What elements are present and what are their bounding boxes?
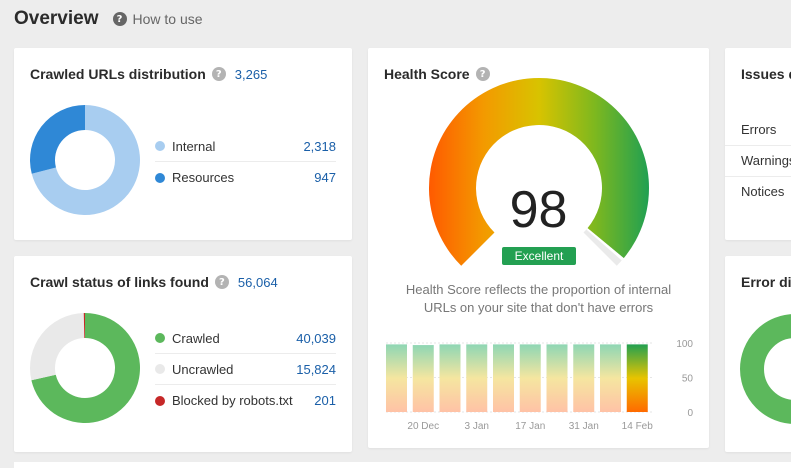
help-icon[interactable]: ? <box>475 67 490 81</box>
issue-row-errors[interactable]: Errors <box>741 122 777 137</box>
legend-label: Internal <box>172 138 216 154</box>
legend-value[interactable]: 201 <box>314 393 336 408</box>
gauge-marker <box>586 228 624 261</box>
x-tick-label: 14 Feb <box>622 421 654 432</box>
legend-value[interactable]: 15,824 <box>296 361 336 377</box>
page-title: Overview <box>14 8 99 29</box>
legend-label: Crawled <box>172 330 220 346</box>
issue-row-warnings[interactable]: Warnings <box>741 153 791 168</box>
help-icon[interactable]: ? <box>214 275 229 289</box>
donut-slice-uncrawled[interactable] <box>30 313 85 381</box>
question-icon: ? <box>112 12 127 26</box>
donut-slice-internal[interactable] <box>31 105 141 215</box>
history-bar[interactable] <box>546 344 568 412</box>
history-bar[interactable] <box>626 344 648 412</box>
card-title: Crawled URLs distribution <box>30 66 206 82</box>
crawled-urls-total[interactable]: 3,265 <box>234 66 268 82</box>
y-tick-label: 50 <box>682 374 694 385</box>
error-distribution-card: Error di <box>725 256 791 452</box>
card-header: Issues d <box>741 66 791 82</box>
bottom-panel <box>14 462 791 468</box>
crawl-status-card: Crawl status of links found ? 56,064 Cra… <box>14 256 352 452</box>
how-to-use-label: How to use <box>132 11 203 27</box>
card-title: Error di <box>741 274 791 290</box>
legend-value[interactable]: 2,318 <box>303 138 336 154</box>
history-bar[interactable] <box>573 344 595 412</box>
legend-dot <box>155 141 165 151</box>
history-bar[interactable] <box>600 344 621 412</box>
legend-label: Blocked by robots.txt <box>172 393 293 408</box>
donut-slice-resources[interactable] <box>30 105 85 174</box>
y-tick-label: 0 <box>687 408 693 419</box>
caption-line: URLs on your site that don't have errors <box>423 300 654 315</box>
legend-dot <box>155 333 165 343</box>
donut-slice-crawled[interactable] <box>31 313 140 423</box>
crawled-urls-donut <box>30 105 141 215</box>
legend-item-internal[interactable]: Internal 2,318 <box>155 131 336 162</box>
legend-label: Uncrawled <box>172 361 234 377</box>
how-to-use-link[interactable]: ? How to use <box>112 11 203 27</box>
divider <box>725 145 791 146</box>
legend-dot <box>155 395 165 406</box>
crawl-status-legend: Crawled 40,039 Uncrawled 15,824 Blocked … <box>155 323 336 416</box>
crawled-urls-card: Crawled URLs distribution ? 3,265 Intern… <box>14 48 352 240</box>
caption-line: Health Score reflects the proportion of … <box>405 282 672 297</box>
divider <box>725 176 791 177</box>
donut-slice-blocked-by-robots-txt[interactable] <box>83 313 85 339</box>
history-bar[interactable] <box>412 345 434 412</box>
issue-row-notices[interactable]: Notices <box>741 184 785 199</box>
gauge-fill <box>429 77 649 266</box>
history-bar[interactable] <box>519 344 541 412</box>
x-tick-label: 17 Jan <box>515 421 545 432</box>
card-header: Error di <box>741 274 791 290</box>
card-title: Issues d <box>741 66 791 82</box>
legend-item-blocked[interactable]: Blocked by robots.txt 201 <box>155 385 336 416</box>
legend-value[interactable]: 947 <box>314 170 336 185</box>
legend-label: Resources <box>172 170 235 185</box>
x-tick-label: 20 Dec <box>407 421 439 432</box>
crawl-status-total[interactable]: 56,064 <box>237 274 278 290</box>
health-score-value: 98 <box>509 181 568 239</box>
legend-value[interactable]: 40,039 <box>296 330 336 346</box>
health-score-card: Health Score ? 98 Excellent Health Score… <box>368 48 709 448</box>
card-title: Health Score <box>384 66 470 82</box>
history-bar[interactable] <box>386 344 407 412</box>
health-history-chart: 100 50 0 20 Dec 3 Jan 17 Jan 31 Jan 14 Feb <box>386 339 694 432</box>
issues-card: Issues d Errors Warnings Notices <box>725 48 791 240</box>
card-title: Crawl status of links found <box>30 274 209 290</box>
legend-item-resources[interactable]: Resources 947 <box>155 162 336 193</box>
health-status-badge: Excellent <box>502 247 576 265</box>
crawled-urls-legend: Internal 2,318 Resources 947 <box>155 131 336 193</box>
health-caption: Health Score reflects the proportion of … <box>368 281 709 317</box>
history-bar[interactable] <box>466 344 488 412</box>
history-bar[interactable] <box>493 344 514 412</box>
page-header: Overview ? How to use <box>14 8 203 30</box>
history-bar[interactable] <box>439 344 461 412</box>
legend-dot <box>155 172 165 183</box>
card-header: Crawled URLs distribution ? 3,265 <box>30 66 267 82</box>
legend-item-uncrawled[interactable]: Uncrawled 15,824 <box>155 354 336 385</box>
help-icon[interactable]: ? <box>211 67 226 81</box>
x-tick-label: 31 Jan <box>569 421 599 432</box>
health-gauge <box>429 77 649 266</box>
card-header: Health Score ? <box>384 66 490 82</box>
legend-dot <box>155 364 165 374</box>
error-distribution-donut <box>740 314 791 424</box>
legend-item-crawled[interactable]: Crawled 40,039 <box>155 323 336 354</box>
y-tick-label: 100 <box>676 339 693 350</box>
crawl-status-donut <box>30 313 140 423</box>
card-header: Crawl status of links found ? 56,064 <box>30 274 278 290</box>
x-tick-label: 3 Jan <box>465 421 489 432</box>
